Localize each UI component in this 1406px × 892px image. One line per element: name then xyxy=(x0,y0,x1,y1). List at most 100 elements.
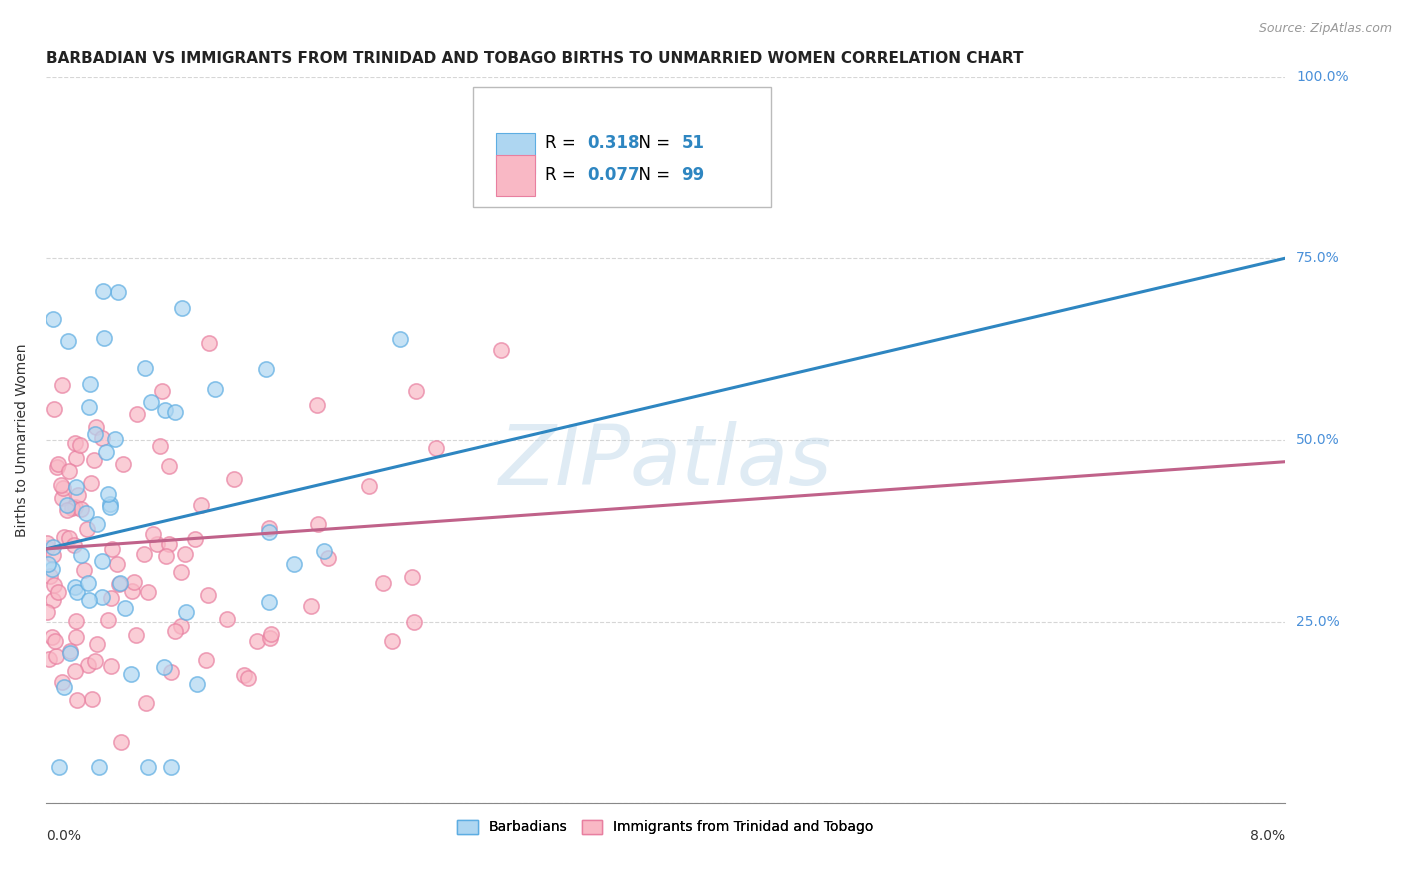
Point xyxy=(381,634,404,648)
Point xyxy=(66,488,89,502)
Point xyxy=(152,660,174,674)
Point xyxy=(63,435,86,450)
Point xyxy=(105,557,128,571)
Point xyxy=(53,680,76,694)
Text: 0.318: 0.318 xyxy=(588,134,640,152)
Point xyxy=(114,601,136,615)
Point xyxy=(259,631,281,645)
Point xyxy=(142,527,165,541)
Point xyxy=(37,541,59,555)
Point xyxy=(52,481,75,495)
Point xyxy=(170,301,193,315)
Point xyxy=(45,648,67,663)
Point xyxy=(66,692,89,706)
Point xyxy=(56,334,79,348)
Y-axis label: Births to Unmarried Women: Births to Unmarried Women xyxy=(15,343,30,537)
Point xyxy=(122,575,145,590)
Point xyxy=(305,398,328,412)
Point xyxy=(132,548,155,562)
Point xyxy=(141,395,163,409)
Point xyxy=(90,591,112,605)
Point xyxy=(389,332,412,346)
Point xyxy=(246,633,269,648)
Text: BARBADIAN VS IMMIGRANTS FROM TRINIDAD AND TOBAGO BIRTHS TO UNMARRIED WOMEN CORRE: BARBADIAN VS IMMIGRANTS FROM TRINIDAD AN… xyxy=(45,51,1024,66)
Point xyxy=(299,599,322,614)
Point xyxy=(76,522,98,536)
Text: 51: 51 xyxy=(682,134,704,152)
Point xyxy=(176,606,198,620)
Point xyxy=(49,477,72,491)
Point xyxy=(55,503,77,517)
Point xyxy=(97,614,120,628)
Point xyxy=(63,500,86,514)
Point xyxy=(163,404,186,418)
FancyBboxPatch shape xyxy=(495,133,536,174)
Point xyxy=(314,543,336,558)
Point xyxy=(69,437,91,451)
Point xyxy=(195,652,218,666)
Point xyxy=(110,735,132,749)
Text: 50.0%: 50.0% xyxy=(1296,433,1340,447)
Point xyxy=(405,384,427,398)
Point xyxy=(37,536,59,550)
Point xyxy=(101,541,124,556)
Point xyxy=(357,479,380,493)
Point xyxy=(65,451,87,466)
Point xyxy=(135,696,157,710)
Point xyxy=(236,671,259,685)
Point xyxy=(186,676,208,690)
Point xyxy=(51,491,73,505)
Text: 0.0%: 0.0% xyxy=(45,829,80,843)
Point xyxy=(44,633,66,648)
Point xyxy=(100,591,122,605)
Text: 99: 99 xyxy=(682,167,704,185)
Point xyxy=(170,619,193,633)
Point xyxy=(489,343,512,357)
Point xyxy=(37,605,59,619)
Point xyxy=(65,614,87,628)
Point xyxy=(41,630,63,644)
Point xyxy=(59,646,82,660)
Point xyxy=(111,457,134,471)
Point xyxy=(100,658,122,673)
Point xyxy=(51,378,73,392)
Point xyxy=(80,692,103,706)
Point xyxy=(124,628,146,642)
Point xyxy=(91,431,114,445)
Point xyxy=(121,584,143,599)
Text: 0.077: 0.077 xyxy=(588,167,640,185)
Point xyxy=(45,459,67,474)
Point xyxy=(197,336,219,351)
Point xyxy=(197,587,219,601)
Text: 8.0%: 8.0% xyxy=(1250,829,1285,843)
Point xyxy=(65,480,87,494)
Point xyxy=(425,442,447,456)
Point xyxy=(38,652,60,666)
Text: 25.0%: 25.0% xyxy=(1296,615,1340,629)
Text: 75.0%: 75.0% xyxy=(1296,252,1340,265)
Point xyxy=(160,760,183,774)
Point xyxy=(79,376,101,391)
Point xyxy=(233,668,256,682)
Point xyxy=(58,531,80,545)
Point xyxy=(77,592,100,607)
FancyBboxPatch shape xyxy=(474,87,770,207)
Point xyxy=(80,476,103,491)
Point xyxy=(37,558,59,572)
Point xyxy=(93,331,115,345)
Point xyxy=(52,530,75,544)
Point xyxy=(58,464,80,478)
Point xyxy=(62,538,84,552)
Point xyxy=(307,516,329,531)
Text: R =: R = xyxy=(546,134,581,152)
Point xyxy=(108,576,131,591)
Point xyxy=(56,498,79,512)
Point xyxy=(73,563,96,577)
Text: N =: N = xyxy=(628,167,675,185)
Point xyxy=(160,665,183,679)
Point xyxy=(46,457,69,471)
Point xyxy=(402,615,425,630)
Point xyxy=(190,498,212,512)
Point xyxy=(44,401,66,416)
Point xyxy=(283,557,305,571)
